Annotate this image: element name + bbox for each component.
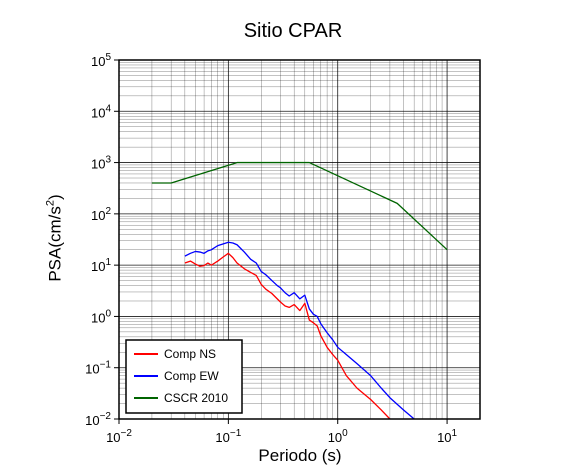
y-axis-label: PSA(cm/s2) <box>44 194 65 282</box>
y-tick-label: 101 <box>91 257 111 274</box>
x-tick-label: 10−2 <box>106 428 132 445</box>
series-line-cscr-2010 <box>151 161 448 251</box>
series-line-comp-ns <box>184 252 391 420</box>
legend-label: Comp EW <box>164 369 219 383</box>
legend-label: Comp NS <box>164 347 216 361</box>
y-tick-label: 104 <box>91 103 111 120</box>
y-tick-label: 105 <box>91 52 111 69</box>
legend-label: CSCR 2010 <box>164 391 228 405</box>
series-layer <box>151 161 448 420</box>
y-tick-label: 100 <box>91 308 111 325</box>
y-tick-label: 102 <box>91 206 111 223</box>
y-tick-label: 10−1 <box>85 360 111 377</box>
series-line-comp-ew <box>184 241 415 420</box>
x-tick-label: 10−1 <box>215 428 241 445</box>
y-tick-label: 103 <box>91 155 111 172</box>
y-tick-labels: 10−2 10−1 100 101 102 103 104 105 <box>85 52 119 428</box>
legend: Comp NS Comp EW CSCR 2010 <box>125 339 243 414</box>
plot-frame <box>118 59 481 420</box>
x-tick-labels: 10−2 10−1 100 101 <box>106 419 458 445</box>
x-tick-label: 100 <box>328 428 348 445</box>
y-tick-label: 10−2 <box>85 411 111 428</box>
x-tick-label: 101 <box>437 428 457 445</box>
chart-title: Sitio CPAR <box>243 20 343 42</box>
x-axis-label: Periodo (s) <box>258 446 342 465</box>
